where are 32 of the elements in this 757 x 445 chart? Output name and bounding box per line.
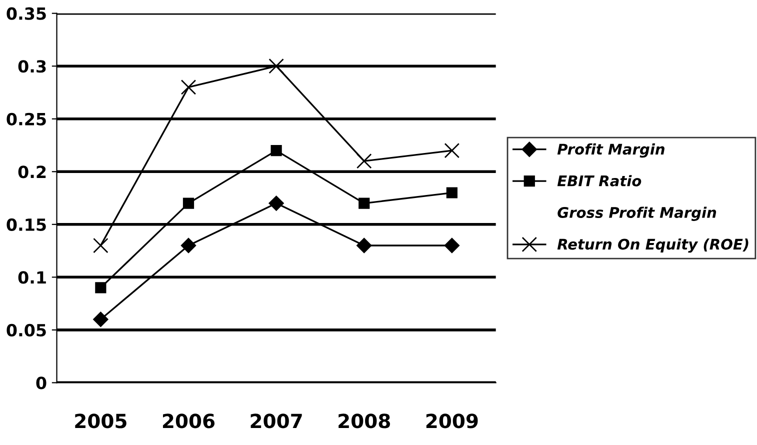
x-tick-label: 2008 xyxy=(338,414,390,428)
point xyxy=(356,238,372,254)
y-tick-label: 0.25 xyxy=(6,112,46,126)
y-tick-label: 0.05 xyxy=(6,324,46,337)
legend-label: Profit Margin xyxy=(557,143,664,158)
point xyxy=(93,238,108,254)
text: Gross Profit Margin xyxy=(558,206,716,221)
y-tick-label: 0.3 xyxy=(18,60,46,73)
point xyxy=(444,142,460,158)
y-tick-label: 0.1 xyxy=(18,271,46,284)
x-tick-label: 2005 xyxy=(75,414,126,428)
x-tick-label: 2009 xyxy=(426,414,478,428)
point xyxy=(444,238,460,254)
x-tick-label: 2006 xyxy=(162,414,215,428)
x-tick-label: 2007 xyxy=(250,414,302,428)
y-tick-label: 0.35 xyxy=(6,7,46,20)
point xyxy=(270,144,282,156)
y-tick-label: 0.15 xyxy=(6,218,46,231)
y-tick-label: 0.2 xyxy=(18,166,46,178)
point xyxy=(446,187,458,198)
point xyxy=(93,312,108,327)
point xyxy=(180,238,196,254)
point xyxy=(180,80,196,95)
point xyxy=(268,58,284,74)
legend-label: Return On Equity (ROE) xyxy=(557,238,748,253)
y-tick-label: 0 xyxy=(36,376,46,390)
point xyxy=(356,153,372,169)
point xyxy=(95,282,106,294)
legend-label: EBIT Ratio xyxy=(557,175,642,186)
point xyxy=(268,196,284,211)
point xyxy=(358,198,370,209)
point xyxy=(182,198,194,209)
